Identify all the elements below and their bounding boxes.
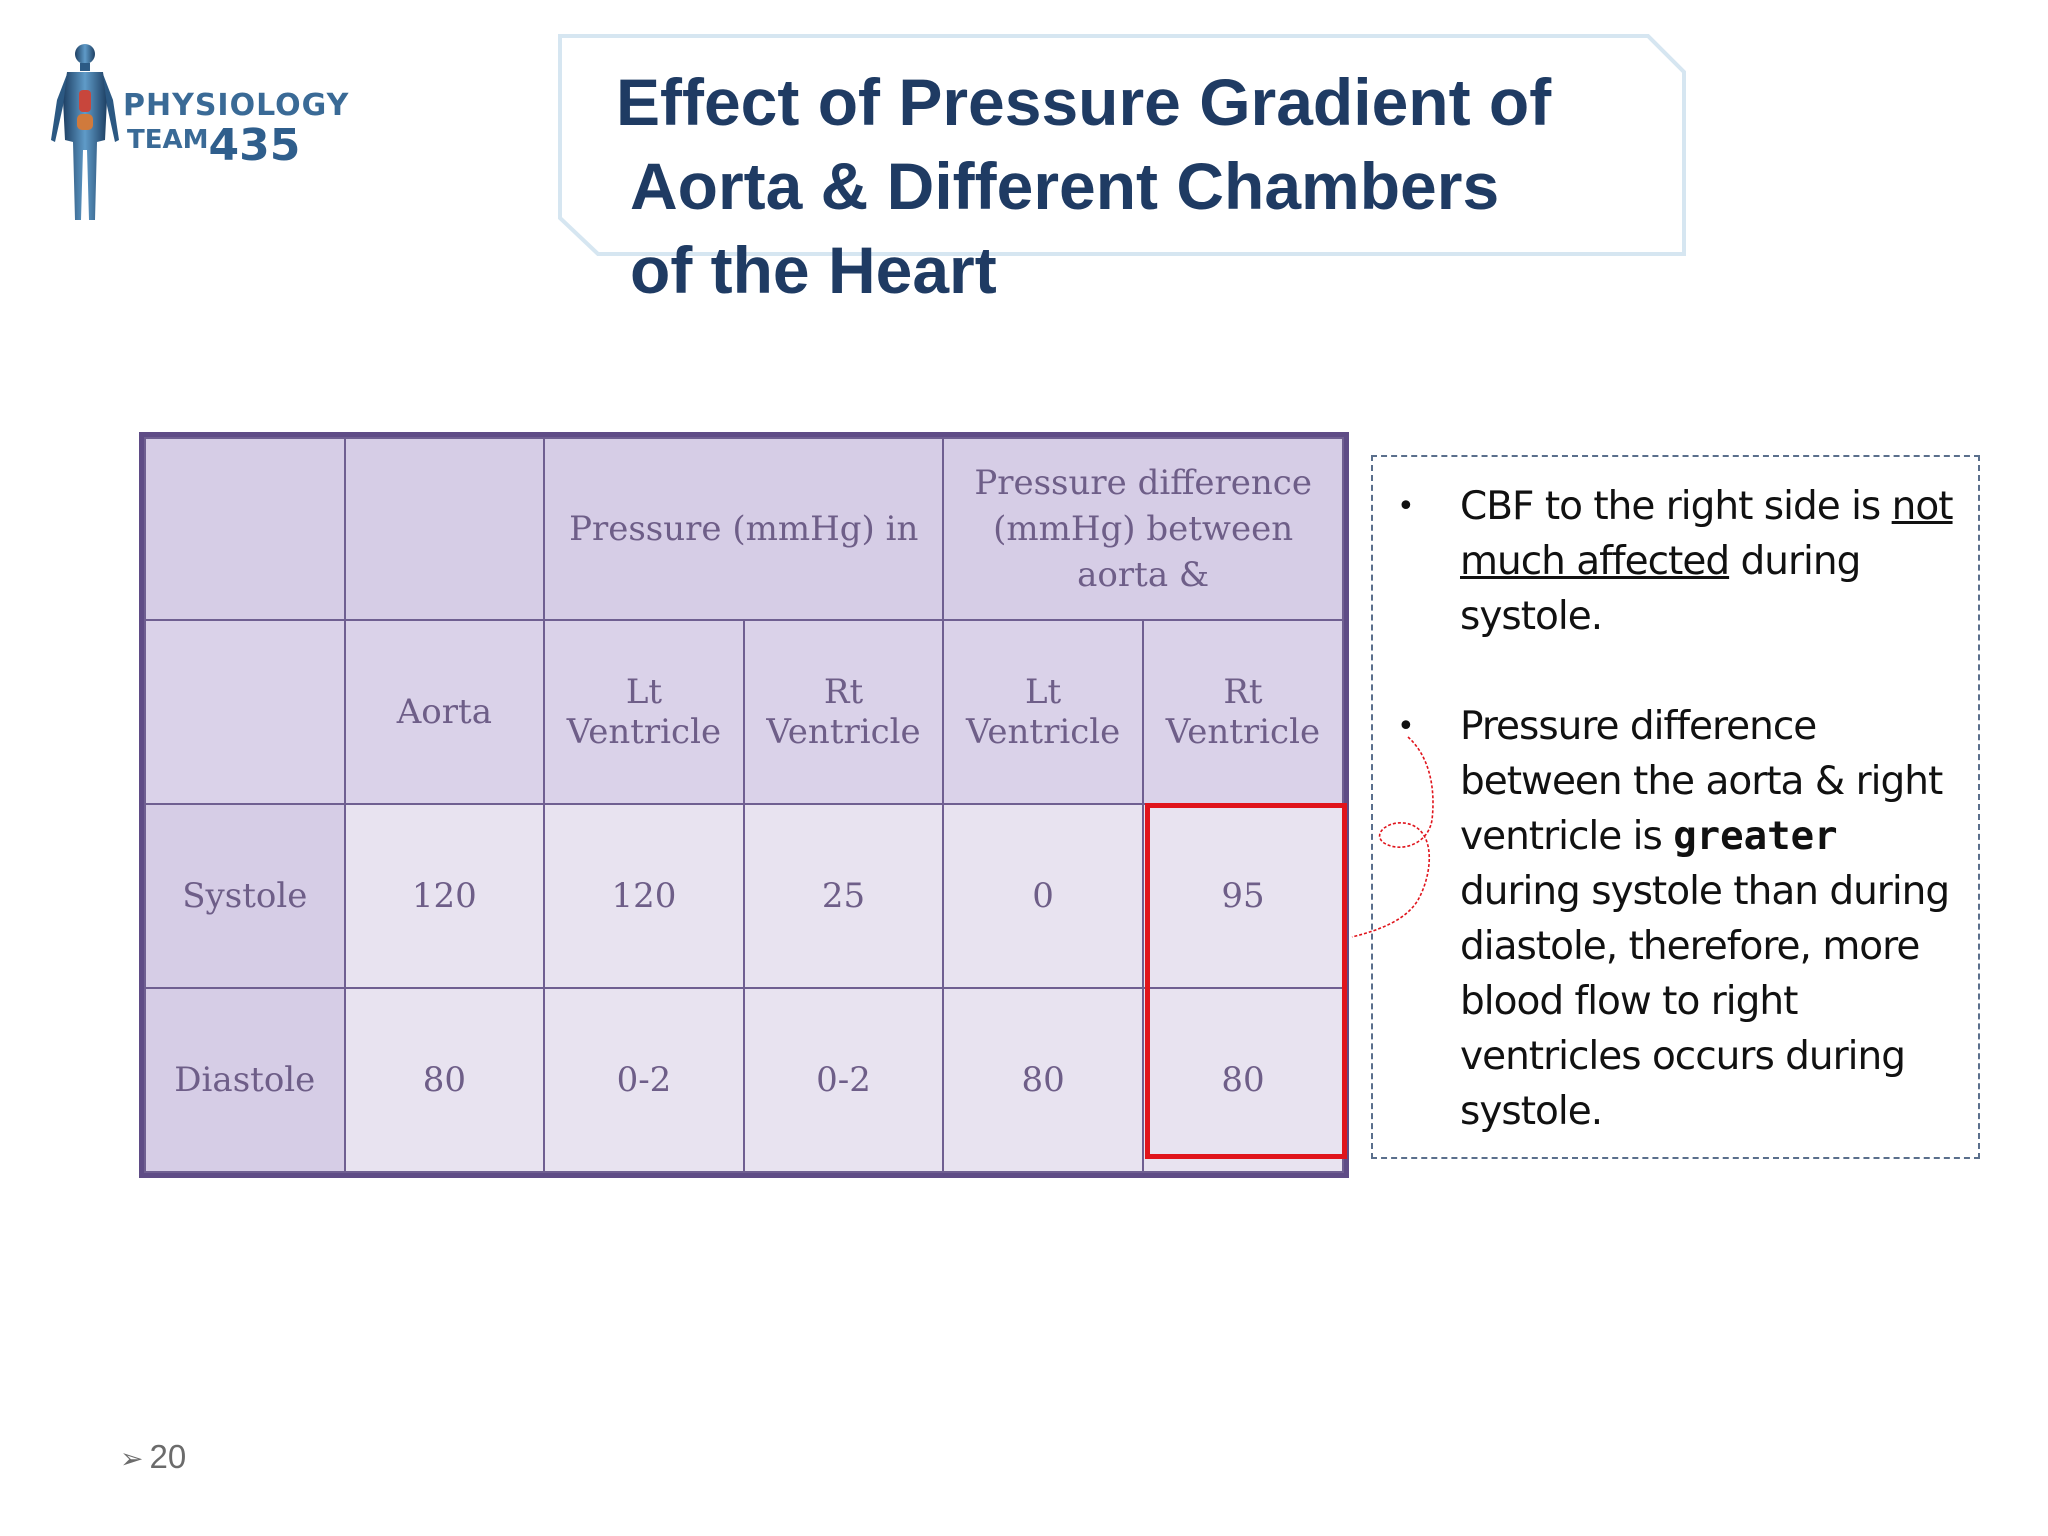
arrow-bullet-icon: ➢ [120, 1443, 144, 1474]
notes-box: • CBF to the right side is not much affec… [1371, 455, 1980, 1159]
title-line-3: of the Heart [630, 233, 997, 307]
table-cell: 25 [742, 803, 945, 989]
header-pressure-difference: Pressure difference (mmHg) between aorta… [942, 437, 1344, 621]
team-logo: PHYSIOLOGY TEAM435 [45, 40, 385, 230]
list-item: • CBF to the right side is not much affec… [1373, 479, 1978, 644]
table-corner-cell [144, 437, 346, 621]
table-cell: 80 [942, 987, 1144, 1173]
human-body-icon [51, 44, 119, 220]
table-row: Systole 120 120 25 0 95 [144, 803, 1345, 989]
note-2-text-end: during systole than during diastole, the… [1460, 869, 1950, 1134]
note-1-underlined: not much affected [1460, 484, 1954, 584]
table-empty-header-cell [343, 437, 546, 621]
logo-team-text: TEAM [127, 125, 209, 155]
row-label-diastole: Diastole [144, 987, 346, 1173]
table-cell: 80 [343, 987, 546, 1173]
logo-line-physiology: PHYSIOLOGY [123, 88, 350, 123]
title-line-2: Aorta & Different Chambers [630, 149, 1500, 223]
title-frame [558, 34, 1686, 256]
note-2-text: Pressure difference between the aorta & … [1460, 704, 1943, 859]
note-2-bold: greater [1673, 814, 1838, 859]
logo-line-team: TEAM435 [127, 120, 300, 171]
title-line-1: Effect of Pressure Gradient of [616, 65, 1552, 139]
logo-team-number: 435 [208, 120, 301, 171]
table-header-row-columns: Aorta Lt Ventricle Rt Ventricle Lt Ventr… [144, 619, 1345, 805]
table-header-row-group: Pressure (mmHg) in Pressure difference (… [144, 437, 1344, 621]
highlight-box-rt-ventricle [1145, 803, 1347, 1159]
table-row: Diastole 80 0-2 0-2 80 80 [144, 987, 1345, 1173]
column-header: Lt Ventricle [942, 619, 1144, 805]
row-label-systole: Systole [144, 803, 346, 989]
annotation-scribble [1351, 736, 1434, 938]
table-cell: 0-2 [742, 987, 945, 1173]
bullet: • [1397, 709, 1415, 744]
header-pressure-in: Pressure (mmHg) in [543, 437, 945, 621]
note-1-text-end: during systole. [1460, 539, 1861, 639]
table-cell: 80 [1141, 987, 1345, 1173]
column-header: Rt Ventricle [742, 619, 945, 805]
table-cell: 120 [343, 803, 546, 989]
bullet: • [1397, 489, 1415, 524]
column-header: Rt Ventricle [1141, 619, 1345, 805]
table-cell: 0-2 [543, 987, 745, 1173]
note-1-text: CBF to the right side is [1460, 484, 1892, 529]
table-cell: 120 [543, 803, 745, 989]
slide-title: Effect of Pressure Gradient of Aorta & D… [616, 60, 1696, 312]
column-header: Lt Ventricle [543, 619, 745, 805]
column-header: Aorta [343, 619, 546, 805]
table-cell: 0 [942, 803, 1144, 989]
table-cell: 95 [1141, 803, 1345, 989]
pressure-table: Pressure (mmHg) in Pressure difference (… [144, 437, 1345, 1173]
table-row-label-header [144, 619, 346, 805]
page-number: ➢ 20 [120, 1438, 186, 1476]
list-item: • Pressure difference between the aorta &… [1373, 699, 1978, 1139]
page-number-value: 20 [149, 1438, 187, 1475]
notes-list: • CBF to the right side is not much affec… [1373, 479, 1978, 1139]
